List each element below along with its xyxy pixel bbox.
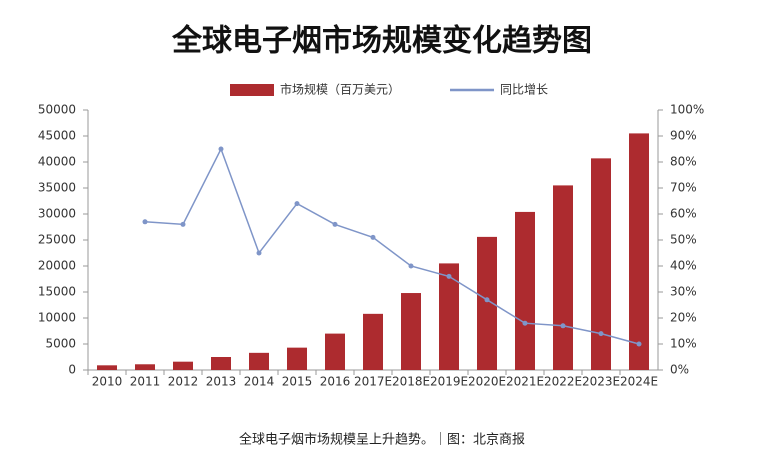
- bar: [325, 333, 345, 370]
- y-tick-label: 10000: [38, 311, 76, 325]
- bar: [287, 347, 307, 370]
- x-tick-label: 2023E: [582, 375, 620, 389]
- bar: [439, 263, 459, 370]
- x-tick-label: 2021E: [506, 375, 544, 389]
- line-point: [370, 234, 376, 240]
- bar: [629, 133, 649, 370]
- bar: [591, 158, 611, 370]
- bar: [173, 361, 193, 370]
- y-tick-label: 5000: [45, 337, 76, 351]
- line-point: [332, 221, 338, 227]
- y2-tick-label: 90%: [670, 129, 697, 143]
- bar: [249, 352, 269, 370]
- line: [144, 147, 640, 345]
- y2-tick-label: 40%: [670, 259, 697, 273]
- x-tick-label: 2020E: [468, 375, 506, 389]
- line-point: [218, 146, 224, 152]
- chart-title: 全球电子烟市场规模变化趋势图: [171, 24, 592, 59]
- x-tick-label: 2019E: [430, 375, 468, 389]
- x-tick-label: 2015: [282, 375, 313, 389]
- x-tick-label: 2022E: [544, 375, 582, 389]
- x-tick-label: 2014: [244, 375, 275, 389]
- line-point: [180, 221, 186, 227]
- x-tick-label: 2012: [168, 375, 199, 389]
- y-tick-label: 30000: [38, 207, 76, 221]
- y-tick-label: 0: [68, 363, 76, 377]
- bar: [97, 365, 117, 370]
- line-point: [484, 297, 490, 303]
- y2-tick-label: 60%: [670, 207, 697, 221]
- legend-label: 同比增长: [500, 83, 548, 97]
- y2-tick-label: 50%: [670, 233, 697, 247]
- legend-label: 市场规模（百万美元）: [280, 82, 400, 97]
- caption: 全球电子烟市场规模呈上升趋势。｜图：北京商报: [239, 432, 525, 448]
- line-point: [408, 263, 414, 269]
- y2-tick-label: 30%: [670, 285, 697, 299]
- legend-swatch: [230, 84, 274, 96]
- x-tick-label: 2010: [92, 375, 123, 389]
- bar: [553, 185, 573, 370]
- x-tick-label: 2011: [130, 375, 161, 389]
- bar: [211, 357, 231, 370]
- y2-tick-label: 20%: [670, 311, 697, 325]
- y2-tick-label: 80%: [670, 155, 697, 169]
- bar: [515, 211, 535, 370]
- y-tick-label: 40000: [38, 155, 76, 169]
- line-point: [446, 273, 452, 279]
- y-tick-label: 35000: [38, 181, 76, 195]
- line-point: [294, 201, 300, 207]
- y2-tick-label: 0%: [670, 363, 689, 377]
- bar: [363, 313, 383, 370]
- line-point: [256, 250, 262, 256]
- y2-tick-label: 10%: [670, 337, 697, 351]
- bar: [477, 236, 497, 370]
- x-tick-label: 2018E: [392, 375, 430, 389]
- y2-tick-label: 100%: [670, 103, 704, 117]
- line-point: [560, 323, 566, 329]
- y-tick-label: 50000: [38, 103, 76, 117]
- y-tick-label: 45000: [38, 129, 76, 143]
- x-tick-label: 2013: [206, 375, 237, 389]
- x-tick-label: 2016: [320, 375, 351, 389]
- y-tick-label: 20000: [38, 259, 76, 273]
- line-point: [598, 331, 604, 337]
- y2-tick-label: 70%: [670, 181, 697, 195]
- y-tick-label: 25000: [38, 233, 76, 247]
- line-point: [142, 219, 148, 225]
- bar: [401, 293, 421, 370]
- x-tick-label: 2024E: [620, 375, 658, 389]
- x-tick-label: 2017E: [354, 375, 392, 389]
- y-tick-label: 15000: [38, 285, 76, 299]
- bar: [135, 364, 155, 370]
- line-point: [522, 320, 528, 326]
- line-point: [636, 341, 642, 347]
